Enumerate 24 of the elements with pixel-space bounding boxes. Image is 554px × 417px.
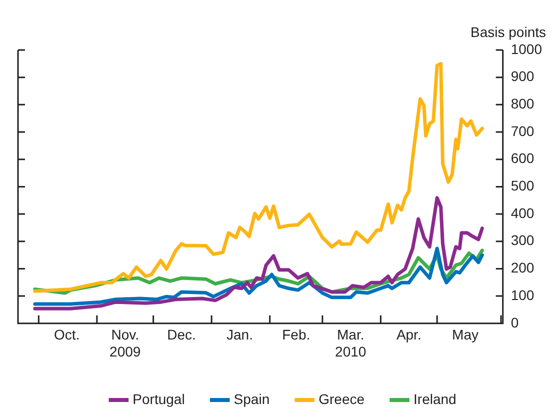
x-tick-label: May bbox=[452, 326, 478, 343]
y-tick-label: 500 bbox=[510, 178, 534, 194]
x-tick-label: Feb. bbox=[282, 326, 310, 343]
x-tick-label: Jan. bbox=[226, 326, 253, 343]
x-tick-label: Apr. bbox=[396, 326, 422, 343]
x-tick-label: Mar. 2010 bbox=[335, 326, 366, 360]
legend-label: Ireland bbox=[414, 390, 456, 407]
y-tick-label: 800 bbox=[510, 96, 534, 112]
y-tick-label: 400 bbox=[510, 204, 534, 221]
y-tick-label: 300 bbox=[510, 232, 534, 248]
legend-label: Portugal bbox=[132, 390, 185, 407]
y-tick-label: 1000 bbox=[510, 40, 542, 57]
y-tick-label: 700 bbox=[510, 122, 534, 139]
y-axis-title: Basis points bbox=[470, 24, 546, 40]
x-tick-label: Oct. bbox=[54, 326, 80, 343]
x-tick-label: Dec. bbox=[167, 326, 196, 343]
x-tick-label: Nov. 2009 bbox=[110, 326, 141, 360]
y-tick-label: 200 bbox=[510, 260, 534, 276]
y-tick-label: 600 bbox=[510, 150, 534, 166]
legend-label: Greece bbox=[318, 390, 365, 407]
y-tick-label: 0 bbox=[510, 314, 519, 330]
y-tick-label: 100 bbox=[510, 286, 534, 303]
y-tick-label: 900 bbox=[510, 68, 534, 84]
legend-label: Spain bbox=[234, 390, 270, 407]
